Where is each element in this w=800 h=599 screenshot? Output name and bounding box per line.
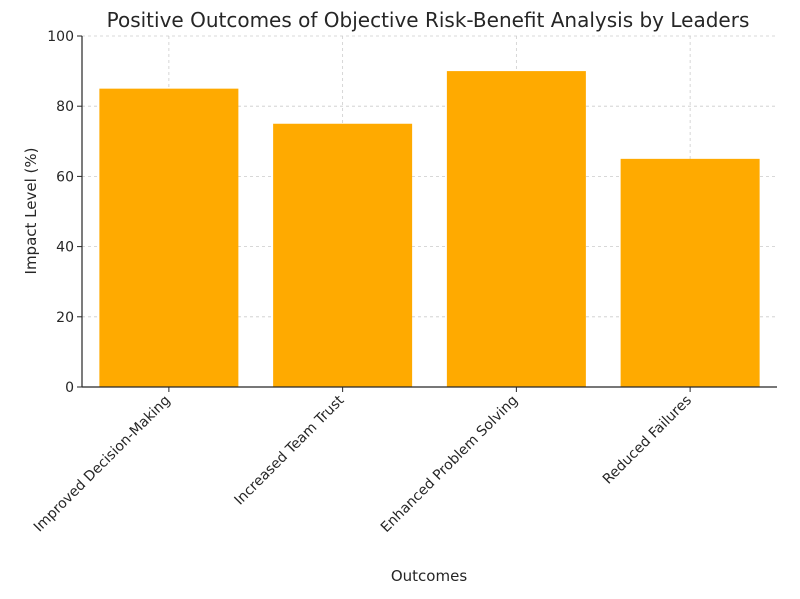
x-tick-label: Reduced Failures xyxy=(600,393,695,488)
x-tick-label: Enhanced Problem Solving xyxy=(378,393,521,536)
bar-3 xyxy=(446,71,586,387)
y-tick-label: 60 xyxy=(56,169,74,185)
bar-1 xyxy=(99,88,239,388)
x-ticks: Improved Decision-Making Increased Team T… xyxy=(31,387,695,536)
y-ticks: 0 20 40 60 80 100 xyxy=(47,29,82,396)
bars xyxy=(99,71,760,388)
y-axis-label: Impact Level (%) xyxy=(22,148,40,275)
axes xyxy=(81,36,777,388)
x-axis-label: Outcomes xyxy=(391,567,467,585)
x-tick-label: Improved Decision-Making xyxy=(31,393,174,536)
y-tick-label: 80 xyxy=(56,99,74,115)
bar-2 xyxy=(273,123,413,387)
bar-4 xyxy=(620,158,760,387)
y-tick-label: 100 xyxy=(47,29,74,45)
y-tick-label: 40 xyxy=(56,240,74,256)
y-tick-label: 20 xyxy=(56,310,74,326)
x-tick-label: Increased Team Trust xyxy=(232,392,348,508)
y-tick-label: 0 xyxy=(65,380,74,396)
chart-title: Positive Outcomes of Objective Risk-Bene… xyxy=(107,8,750,32)
